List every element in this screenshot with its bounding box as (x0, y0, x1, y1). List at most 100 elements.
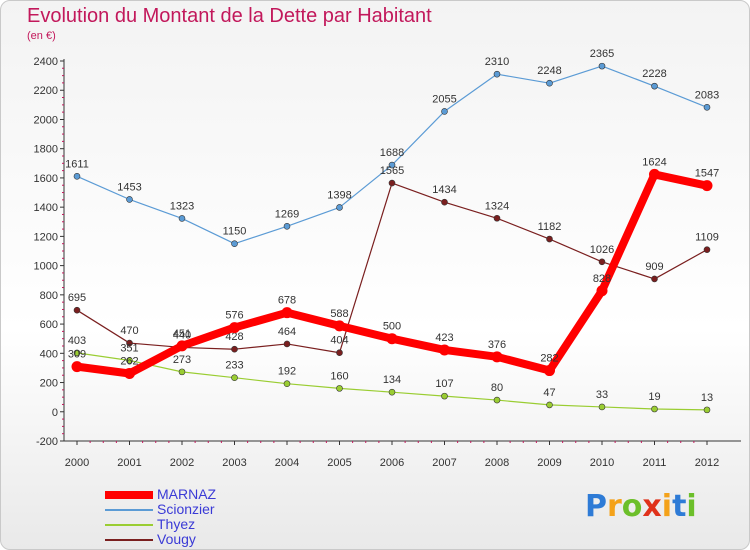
data-label-thyez: 19 (648, 391, 660, 403)
data-point-thyez (441, 392, 448, 400)
legend-label: Thyez (157, 516, 196, 532)
data-label-thyez: 160 (330, 370, 348, 382)
data-point-vougy (598, 258, 606, 266)
data-point-thyez (231, 374, 238, 382)
data-point-marnaz (596, 285, 608, 297)
logo-letter: r (607, 489, 622, 524)
data-label-scionzier: 1269 (275, 208, 299, 220)
data-label-marnaz: 828 (593, 273, 611, 285)
data-point-scionzier (126, 196, 133, 203)
data-point-marnaz (386, 333, 398, 345)
data-label-scionzier: 2365 (590, 48, 614, 60)
legend-label: Vougy (157, 531, 196, 547)
chart-title: Evolution du Montant de la Dette par Hab… (27, 5, 432, 27)
data-label-marnaz: 1624 (642, 156, 666, 168)
data-point-thyez (126, 357, 133, 364)
data-point-vougy (441, 198, 448, 206)
data-point-marnaz (439, 344, 450, 356)
data-label-scionzier: 2248 (537, 65, 561, 77)
legend-label: Scionzier (157, 501, 215, 517)
data-label-scionzier: 2228 (642, 68, 666, 80)
x-tick-label: 2010 (590, 457, 614, 469)
data-point-vougy (703, 246, 711, 253)
data-label-marnaz: 423 (435, 332, 453, 344)
data-point-scionzier (73, 173, 81, 180)
legend-swatch (105, 509, 153, 511)
legend-swatch (105, 524, 153, 526)
y-tick-label: 1000 (34, 261, 58, 273)
x-tick-label: 2004 (275, 457, 299, 469)
data-label-marnaz: 588 (330, 308, 348, 320)
data-label-scionzier: 1453 (117, 181, 141, 193)
data-label-marnaz: 500 (383, 321, 401, 333)
logo-letter: x (642, 489, 662, 524)
data-point-vougy (73, 306, 81, 314)
data-label-marnaz: 309 (68, 349, 86, 361)
x-tick-label: 2009 (537, 457, 561, 469)
data-point-marnaz (71, 361, 83, 373)
data-point-marnaz (334, 320, 345, 332)
data-point-thyez (651, 405, 658, 413)
proxiti-logo: Proxiti (585, 489, 697, 524)
data-label-marnaz: 376 (488, 339, 506, 351)
y-tick-label: 1800 (34, 144, 58, 156)
data-label-vougy: 1182 (538, 221, 562, 233)
legend-label: MARNAZ (157, 486, 217, 502)
y-tick-label: 0 (52, 407, 58, 419)
data-point-thyez (388, 388, 396, 396)
data-label-thyez: 134 (383, 374, 401, 386)
data-point-scionzier (598, 62, 606, 70)
data-label-scionzier: 1611 (65, 158, 89, 170)
y-tick-label: 1200 (34, 231, 58, 243)
data-label-marnaz: 262 (120, 355, 138, 367)
data-point-marnaz (544, 365, 555, 377)
data-label-marnaz: 1547 (695, 168, 719, 180)
data-point-thyez (178, 368, 186, 376)
x-tick-label: 2001 (117, 457, 141, 469)
data-point-marnaz (701, 180, 713, 192)
y-tick-label: 2400 (34, 56, 58, 68)
data-label-vougy: 1565 (380, 165, 404, 177)
y-tick-label: 2200 (34, 85, 58, 97)
data-label-scionzier: 1688 (380, 147, 404, 159)
data-label-scionzier: 1398 (327, 189, 351, 201)
data-point-scionzier (651, 82, 658, 90)
data-label-thyez: 107 (435, 378, 453, 390)
data-point-thyez (283, 380, 291, 388)
data-label-vougy: 695 (68, 292, 86, 304)
x-tick-label: 2011 (643, 457, 667, 469)
x-tick-label: 2006 (380, 457, 404, 469)
x-tick-label: 2012 (695, 457, 719, 469)
data-label-scionzier: 1323 (170, 200, 194, 212)
data-point-thyez (73, 349, 81, 357)
data-label-vougy: 1434 (432, 184, 456, 196)
data-point-marnaz (281, 307, 293, 319)
data-label-thyez: 33 (596, 389, 608, 401)
data-point-scionzier (388, 161, 396, 169)
data-point-scionzier (493, 70, 501, 78)
data-label-scionzier: 2083 (695, 89, 719, 101)
data-point-vougy (388, 179, 396, 187)
data-point-marnaz (124, 367, 135, 379)
data-label-thyez: 233 (225, 360, 243, 372)
data-label-thyez: 351 (120, 342, 138, 354)
data-label-vougy: 464 (278, 326, 296, 338)
data-point-scionzier (336, 204, 343, 211)
data-point-vougy (493, 214, 501, 222)
data-label-thyez: 403 (68, 335, 86, 347)
data-point-thyez (336, 385, 343, 392)
x-tick-label: 2008 (485, 457, 509, 469)
legend-swatch (105, 491, 153, 499)
data-point-vougy (283, 340, 291, 348)
legend-swatch (105, 539, 153, 541)
data-point-vougy (336, 349, 343, 357)
x-tick-label: 2007 (432, 457, 456, 469)
data-point-marnaz (649, 168, 660, 180)
data-label-vougy: 428 (225, 331, 243, 343)
logo-letter: P (585, 489, 607, 524)
data-point-scionzier (703, 104, 711, 111)
x-tick-label: 2000 (65, 457, 89, 469)
data-point-thyez (598, 403, 606, 411)
